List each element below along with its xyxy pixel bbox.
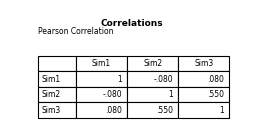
Text: Pearson Correlation: Pearson Correlation bbox=[38, 27, 114, 36]
Text: Correlations: Correlations bbox=[100, 19, 163, 28]
